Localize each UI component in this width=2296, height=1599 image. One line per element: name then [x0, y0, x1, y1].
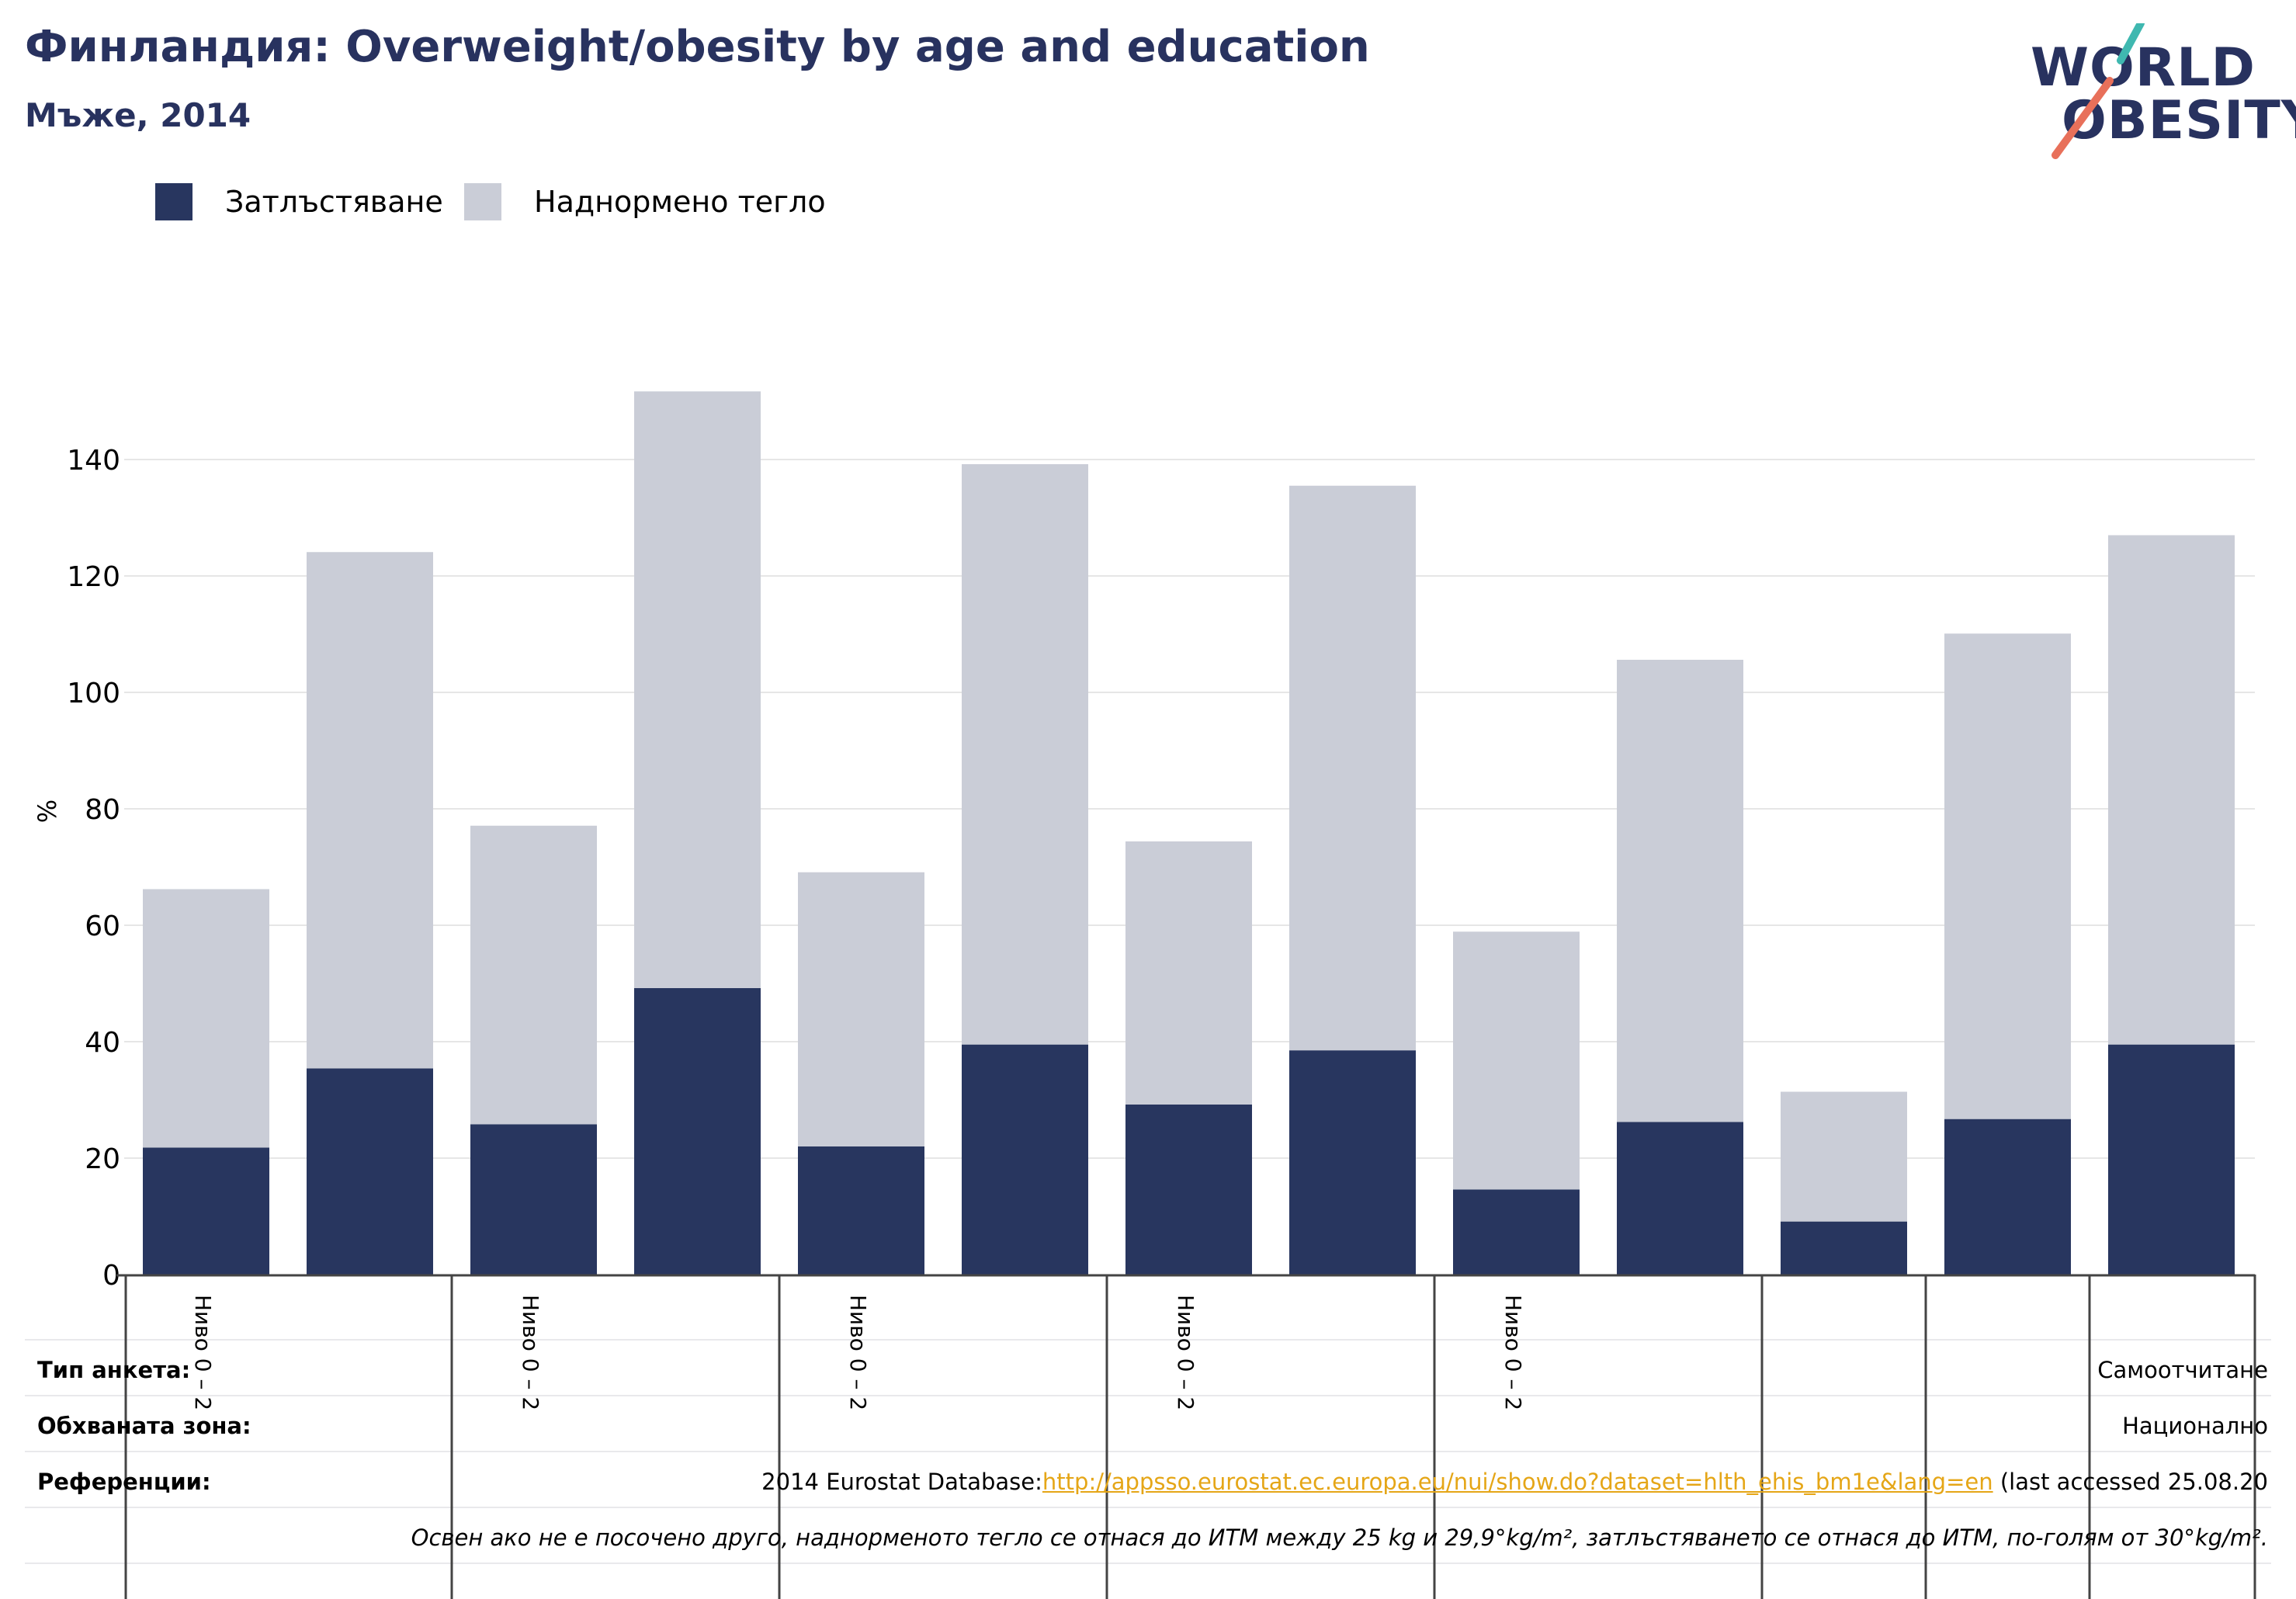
logo-text-world: WORLD	[2031, 37, 2256, 99]
x-category-label: Ниво 0 – 2	[190, 1295, 216, 1410]
references-value: 2014 Eurostat Database:http://appsso.eur…	[761, 1469, 2268, 1495]
bar-obesity	[307, 1068, 433, 1275]
y-tick-label: 120	[67, 561, 120, 593]
bar-obesity	[1125, 1105, 1252, 1275]
x-category-label: Ниво 0 – 2	[518, 1295, 543, 1410]
references-link[interactable]: http://appsso.eurostat.ec.europa.eu/nui/…	[1042, 1469, 1993, 1495]
y-tick-label: 40	[85, 1027, 120, 1059]
bar-overweight	[1781, 1091, 1907, 1222]
page-subtitle: Мъже, 2014	[25, 96, 251, 134]
y-tick-label: 60	[85, 910, 120, 942]
bar-obesity	[1781, 1221, 1907, 1275]
x-category-label: Ниво 0 – 2	[845, 1295, 871, 1410]
bar-overweight	[1289, 485, 1416, 1051]
bar-overweight	[470, 825, 597, 1125]
x-category-label: Ниво 0 – 2	[1500, 1295, 1526, 1410]
y-tick-label: 80	[85, 794, 120, 826]
bar-obesity	[1289, 1050, 1416, 1275]
bar-obesity	[470, 1124, 597, 1275]
coverage-value: Национално	[2122, 1413, 2268, 1439]
legend-label-overweight: Наднормено тегло	[534, 185, 826, 219]
page-title: Финландия: Overweight/obesity by age and…	[25, 22, 1370, 72]
bar-overweight	[1125, 841, 1252, 1105]
bar-overweight	[307, 552, 433, 1069]
legend-swatch-overweight	[464, 183, 501, 220]
logo-text-obesity: OBESITY	[2062, 90, 2296, 151]
y-tick-label: 100	[67, 678, 120, 709]
y-tick-label: 20	[85, 1143, 120, 1175]
world-obesity-logo: WORLD OBESITY	[2026, 23, 2296, 163]
logo-slash-icon	[2051, 23, 2145, 159]
references-prefix: 2014 Eurostat Database:	[761, 1469, 1042, 1495]
legend-label-obesity: Затлъстяване	[225, 185, 443, 219]
survey-type-label: Тип анкета:	[37, 1357, 191, 1383]
bar-obesity	[798, 1146, 924, 1275]
bar-overweight	[798, 872, 924, 1146]
bar-obesity	[143, 1147, 269, 1275]
legend-swatch-obesity	[155, 183, 192, 220]
bar-obesity	[1453, 1189, 1580, 1275]
references-label: Референции:	[37, 1469, 211, 1495]
coverage-label: Обхваната зона:	[37, 1413, 251, 1439]
y-tick-label: 140	[67, 445, 120, 477]
bar-obesity	[1617, 1122, 1743, 1275]
bar-obesity	[634, 988, 761, 1275]
y-axis-label: %	[33, 800, 62, 823]
bar-obesity	[962, 1044, 1088, 1275]
definition-note: Освен ако не е посочено друго, наднормен…	[411, 1524, 2268, 1551]
bar-overweight	[1453, 931, 1580, 1190]
bar-overweight	[1617, 660, 1743, 1122]
x-category-label: Ниво 0 – 2	[1173, 1295, 1198, 1410]
bar-overweight	[634, 391, 761, 988]
bar-obesity	[2108, 1044, 2235, 1275]
bar-overweight	[143, 889, 269, 1148]
y-tick-label: 0	[102, 1260, 120, 1292]
bar-overweight	[2108, 535, 2235, 1045]
bar-obesity	[1944, 1119, 2071, 1275]
bar-overweight	[962, 464, 1088, 1045]
survey-type-value: Самоотчитане	[2097, 1357, 2268, 1383]
references-suffix: (last accessed 25.08.20	[1993, 1469, 2268, 1495]
bar-overweight	[1944, 633, 2071, 1119]
